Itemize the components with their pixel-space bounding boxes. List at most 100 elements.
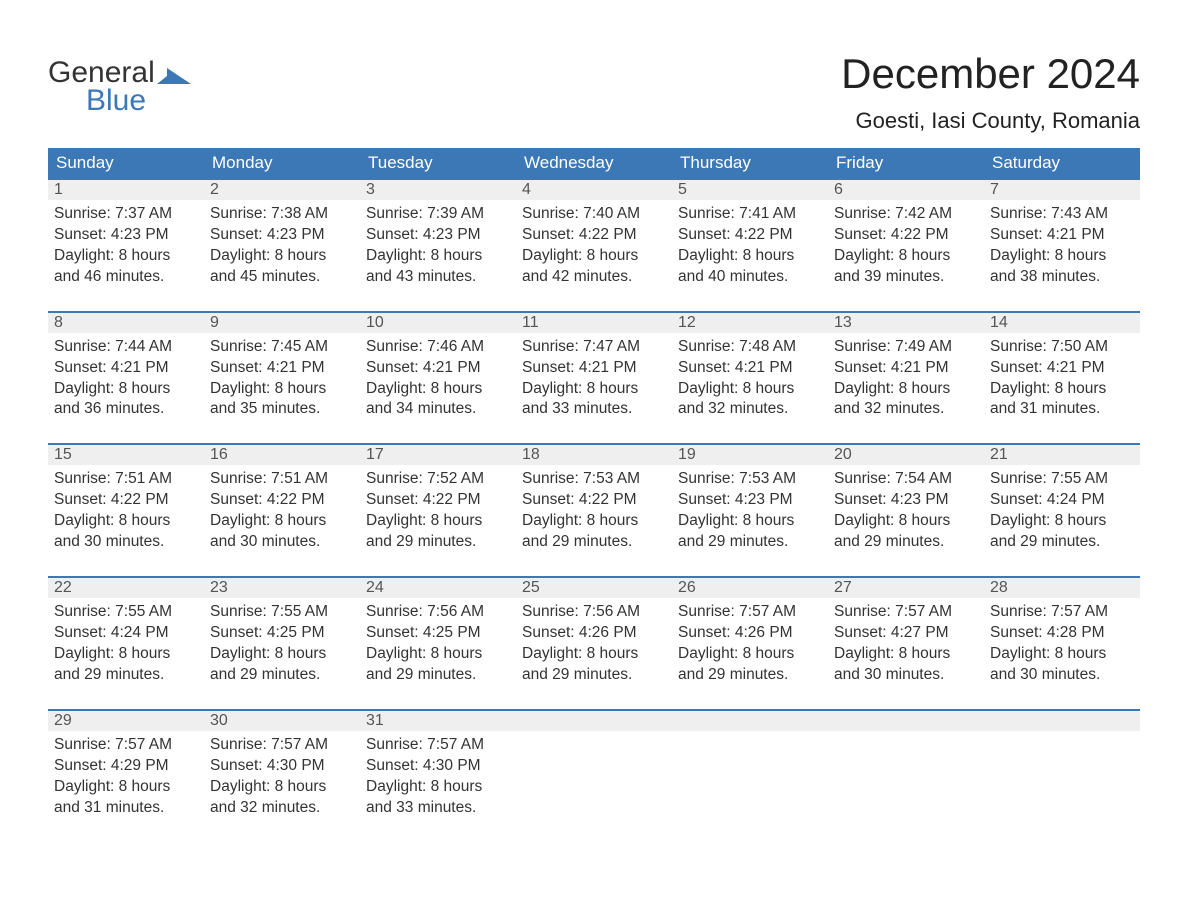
daylight-line: Daylight: 8 hours bbox=[678, 379, 822, 400]
calendar-table: SundayMondayTuesdayWednesdayThursdayFrid… bbox=[48, 148, 1140, 826]
sunset-line: Sunset: 4:22 PM bbox=[834, 225, 978, 246]
sunset-line: Sunset: 4:23 PM bbox=[54, 225, 198, 246]
day-number-cell: 26 bbox=[672, 577, 828, 598]
day-number-cell: 21 bbox=[984, 444, 1140, 465]
daylight-line: Daylight: 8 hours bbox=[834, 246, 978, 267]
day-detail-cell: Sunrise: 7:57 AMSunset: 4:30 PMDaylight:… bbox=[360, 731, 516, 827]
day-detail-cell: Sunrise: 7:43 AMSunset: 4:21 PMDaylight:… bbox=[984, 200, 1140, 296]
sunrise-line: Sunrise: 7:52 AM bbox=[366, 469, 510, 490]
sunset-line: Sunset: 4:21 PM bbox=[522, 358, 666, 379]
sunrise-line: Sunrise: 7:45 AM bbox=[210, 337, 354, 358]
day-detail-cell: Sunrise: 7:53 AMSunset: 4:22 PMDaylight:… bbox=[516, 465, 672, 561]
dow-cell: Sunday bbox=[48, 148, 204, 179]
day-number-cell bbox=[984, 710, 1140, 731]
day-detail-cell: Sunrise: 7:57 AMSunset: 4:30 PMDaylight:… bbox=[204, 731, 360, 827]
daylight-line2: and 29 minutes. bbox=[678, 665, 822, 686]
sunset-line: Sunset: 4:22 PM bbox=[210, 490, 354, 511]
sunrise-line: Sunrise: 7:39 AM bbox=[366, 204, 510, 225]
day-detail-cell: Sunrise: 7:56 AMSunset: 4:25 PMDaylight:… bbox=[360, 598, 516, 694]
day-detail-cell: Sunrise: 7:50 AMSunset: 4:21 PMDaylight:… bbox=[984, 333, 1140, 429]
sunrise-line: Sunrise: 7:47 AM bbox=[522, 337, 666, 358]
daylight-line2: and 42 minutes. bbox=[522, 267, 666, 288]
day-detail-cell: Sunrise: 7:44 AMSunset: 4:21 PMDaylight:… bbox=[48, 333, 204, 429]
daylight-line2: and 30 minutes. bbox=[54, 532, 198, 553]
sunset-line: Sunset: 4:21 PM bbox=[990, 225, 1134, 246]
day-detail-cell: Sunrise: 7:53 AMSunset: 4:23 PMDaylight:… bbox=[672, 465, 828, 561]
day-detail-cell: Sunrise: 7:41 AMSunset: 4:22 PMDaylight:… bbox=[672, 200, 828, 296]
sunrise-line: Sunrise: 7:54 AM bbox=[834, 469, 978, 490]
sunset-line: Sunset: 4:30 PM bbox=[210, 756, 354, 777]
daylight-line2: and 32 minutes. bbox=[834, 399, 978, 420]
sunrise-line: Sunrise: 7:55 AM bbox=[54, 602, 198, 623]
day-number-cell: 20 bbox=[828, 444, 984, 465]
sunset-line: Sunset: 4:22 PM bbox=[678, 225, 822, 246]
daylight-line2: and 29 minutes. bbox=[54, 665, 198, 686]
sunrise-line: Sunrise: 7:57 AM bbox=[990, 602, 1134, 623]
daylight-line2: and 33 minutes. bbox=[366, 798, 510, 819]
day-detail-cell: Sunrise: 7:57 AMSunset: 4:29 PMDaylight:… bbox=[48, 731, 204, 827]
daylight-line2: and 31 minutes. bbox=[990, 399, 1134, 420]
daylight-line: Daylight: 8 hours bbox=[678, 246, 822, 267]
sunset-line: Sunset: 4:23 PM bbox=[366, 225, 510, 246]
day-number-cell: 24 bbox=[360, 577, 516, 598]
daylight-line: Daylight: 8 hours bbox=[678, 644, 822, 665]
day-number-cell: 12 bbox=[672, 312, 828, 333]
dow-cell: Thursday bbox=[672, 148, 828, 179]
daylight-line2: and 46 minutes. bbox=[54, 267, 198, 288]
day-detail-cell: Sunrise: 7:51 AMSunset: 4:22 PMDaylight:… bbox=[204, 465, 360, 561]
daynum-row: 15161718192021 bbox=[48, 444, 1140, 465]
daylight-line2: and 32 minutes. bbox=[678, 399, 822, 420]
sunset-line: Sunset: 4:29 PM bbox=[54, 756, 198, 777]
day-detail-cell bbox=[984, 731, 1140, 827]
sunrise-line: Sunrise: 7:48 AM bbox=[678, 337, 822, 358]
sunrise-line: Sunrise: 7:41 AM bbox=[678, 204, 822, 225]
sunset-line: Sunset: 4:21 PM bbox=[990, 358, 1134, 379]
daylight-line: Daylight: 8 hours bbox=[210, 246, 354, 267]
daylight-line: Daylight: 8 hours bbox=[834, 511, 978, 532]
sunrise-line: Sunrise: 7:55 AM bbox=[990, 469, 1134, 490]
sunrise-line: Sunrise: 7:51 AM bbox=[210, 469, 354, 490]
daylight-line2: and 39 minutes. bbox=[834, 267, 978, 288]
day-detail-cell: Sunrise: 7:54 AMSunset: 4:23 PMDaylight:… bbox=[828, 465, 984, 561]
day-number-cell: 30 bbox=[204, 710, 360, 731]
day-number-cell: 5 bbox=[672, 179, 828, 200]
day-number-cell: 8 bbox=[48, 312, 204, 333]
day-number-cell: 14 bbox=[984, 312, 1140, 333]
daylight-line: Daylight: 8 hours bbox=[366, 644, 510, 665]
daylight-line: Daylight: 8 hours bbox=[990, 511, 1134, 532]
day-number-cell: 25 bbox=[516, 577, 672, 598]
daylight-line: Daylight: 8 hours bbox=[54, 379, 198, 400]
dow-cell: Friday bbox=[828, 148, 984, 179]
day-number-cell: 10 bbox=[360, 312, 516, 333]
day-detail-cell bbox=[672, 731, 828, 827]
daylight-line: Daylight: 8 hours bbox=[54, 511, 198, 532]
day-detail-cell: Sunrise: 7:47 AMSunset: 4:21 PMDaylight:… bbox=[516, 333, 672, 429]
logo: General Blue bbox=[48, 56, 191, 118]
sunset-line: Sunset: 4:26 PM bbox=[678, 623, 822, 644]
sunset-line: Sunset: 4:24 PM bbox=[54, 623, 198, 644]
sunrise-line: Sunrise: 7:55 AM bbox=[210, 602, 354, 623]
daylight-line2: and 30 minutes. bbox=[834, 665, 978, 686]
day-number-cell bbox=[672, 710, 828, 731]
day-detail-cell: Sunrise: 7:45 AMSunset: 4:21 PMDaylight:… bbox=[204, 333, 360, 429]
month-title: December 2024 bbox=[841, 50, 1140, 98]
sunset-line: Sunset: 4:23 PM bbox=[678, 490, 822, 511]
day-detail-cell: Sunrise: 7:56 AMSunset: 4:26 PMDaylight:… bbox=[516, 598, 672, 694]
location: Goesti, Iasi County, Romania bbox=[841, 108, 1140, 134]
sunset-line: Sunset: 4:21 PM bbox=[678, 358, 822, 379]
detail-row: Sunrise: 7:55 AMSunset: 4:24 PMDaylight:… bbox=[48, 598, 1140, 694]
day-number-cell: 3 bbox=[360, 179, 516, 200]
day-number-cell: 13 bbox=[828, 312, 984, 333]
daynum-row: 891011121314 bbox=[48, 312, 1140, 333]
sunset-line: Sunset: 4:22 PM bbox=[522, 225, 666, 246]
daylight-line: Daylight: 8 hours bbox=[366, 511, 510, 532]
sunrise-line: Sunrise: 7:53 AM bbox=[522, 469, 666, 490]
daylight-line2: and 43 minutes. bbox=[366, 267, 510, 288]
daylight-line2: and 34 minutes. bbox=[366, 399, 510, 420]
daylight-line: Daylight: 8 hours bbox=[210, 644, 354, 665]
daylight-line2: and 29 minutes. bbox=[366, 532, 510, 553]
daylight-line: Daylight: 8 hours bbox=[522, 511, 666, 532]
daylight-line2: and 29 minutes. bbox=[522, 665, 666, 686]
day-detail-cell: Sunrise: 7:55 AMSunset: 4:24 PMDaylight:… bbox=[48, 598, 204, 694]
sunrise-line: Sunrise: 7:57 AM bbox=[834, 602, 978, 623]
